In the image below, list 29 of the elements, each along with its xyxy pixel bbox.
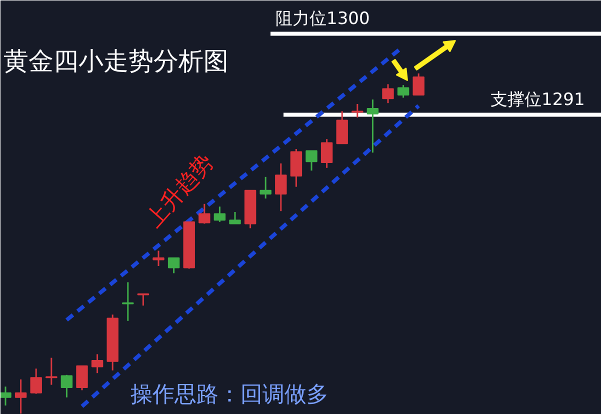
- annotation: 上升趋势: [142, 150, 219, 232]
- candlestick: [60, 374, 73, 398]
- candlestick: [320, 138, 333, 169]
- candlestick: [336, 110, 348, 144]
- candlestick: [76, 365, 88, 391]
- candlestick: [122, 281, 134, 322]
- candlestick: [260, 176, 272, 200]
- candlestick: [0, 386, 12, 406]
- candlestick: [306, 150, 318, 172]
- ref-line-label: 支撑位1291: [490, 90, 585, 110]
- candlestick: [137, 293, 150, 306]
- candlestick: [91, 353, 104, 374]
- candlestick: [214, 206, 226, 223]
- candlestick: [14, 378, 27, 414]
- ref-line-label: 阻力位1300: [276, 8, 370, 29]
- candlestick: [152, 250, 164, 267]
- candlestick: [30, 368, 42, 395]
- candlestick: [275, 162, 287, 212]
- candlestick: [366, 98, 379, 154]
- candlestick: [352, 103, 364, 118]
- candlestick: [168, 257, 180, 274]
- candlestick: [397, 84, 410, 98]
- candlestick: [198, 203, 210, 224]
- candlestick: [412, 72, 424, 96]
- candlestick: [382, 83, 394, 104]
- candlestick: [46, 357, 58, 386]
- candlestick: [229, 211, 241, 224]
- annotation: 操作思路：回调做多: [130, 382, 328, 408]
- text: 黄金四小走势分析图: [4, 46, 228, 76]
